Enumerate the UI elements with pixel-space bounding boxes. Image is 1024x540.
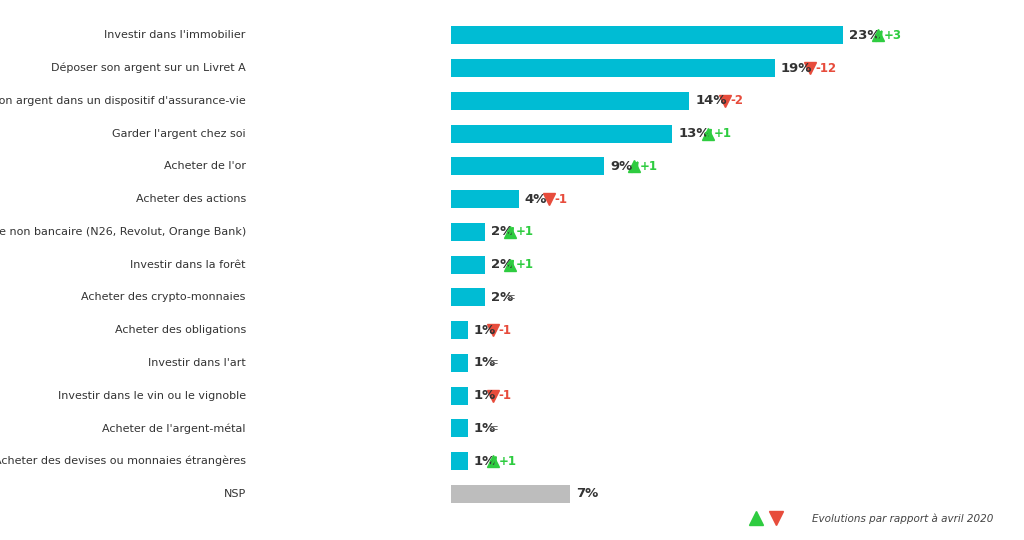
Bar [451, 92, 689, 110]
Text: =: = [489, 356, 499, 369]
Bar [451, 420, 468, 437]
Bar [451, 452, 468, 470]
Bar [451, 59, 775, 77]
Text: +1: +1 [515, 225, 534, 238]
Text: Investir dans l'immobilier: Investir dans l'immobilier [104, 30, 246, 40]
Bar [451, 288, 484, 306]
Text: 2%: 2% [490, 225, 513, 238]
Text: Déposer son argent sur un Livret A: Déposer son argent sur un Livret A [51, 63, 246, 73]
Bar [451, 26, 843, 44]
Text: 4%: 4% [524, 193, 547, 206]
Text: Investir dans le vin ou le vignoble: Investir dans le vin ou le vignoble [57, 390, 246, 401]
Text: Acheter des crypto-monnaies: Acheter des crypto-monnaies [81, 292, 246, 302]
Bar [451, 485, 570, 503]
Text: 13%: 13% [678, 127, 710, 140]
Text: 1%: 1% [473, 323, 496, 336]
Text: +1: +1 [714, 127, 731, 140]
Text: 2%: 2% [490, 258, 513, 271]
Text: Garder l'argent chez soi: Garder l'argent chez soi [113, 129, 246, 139]
Text: +1: +1 [640, 160, 658, 173]
Bar [451, 223, 484, 241]
Bar [451, 125, 673, 143]
Text: Acheter des obligations: Acheter des obligations [115, 325, 246, 335]
Text: Acheter des devises ou monnaies étrangères: Acheter des devises ou monnaies étrangèr… [0, 456, 246, 467]
Text: 1%: 1% [473, 455, 496, 468]
Text: +3: +3 [884, 29, 902, 42]
Text: 23%: 23% [849, 29, 881, 42]
Bar [451, 157, 604, 176]
Text: =: = [489, 422, 499, 435]
Text: -2: -2 [730, 94, 743, 107]
Text: 7%: 7% [575, 487, 598, 501]
Text: 1%: 1% [473, 389, 496, 402]
Text: -12: -12 [816, 62, 837, 75]
Text: 14%: 14% [695, 94, 727, 107]
Text: Investir dans la forêt: Investir dans la forêt [130, 260, 246, 269]
Text: 2%: 2% [490, 291, 513, 304]
Text: Placer son argent dans un dispositif d'assurance-vie: Placer son argent dans un dispositif d'a… [0, 96, 246, 106]
Bar [451, 354, 468, 372]
Text: Investir dans l'art: Investir dans l'art [148, 358, 246, 368]
Text: -1: -1 [499, 389, 511, 402]
Text: +1: +1 [499, 455, 516, 468]
Text: Acheter de l'argent-métal: Acheter de l'argent-métal [102, 423, 246, 434]
Text: 1%: 1% [473, 422, 496, 435]
Text: Evolutions par rapport à avril 2020: Evolutions par rapport à avril 2020 [812, 514, 993, 524]
Text: -1: -1 [499, 323, 511, 336]
Text: Acheter de l'or: Acheter de l'or [164, 161, 246, 171]
Text: Déposer son argent sur un compte non bancaire (N26, Revolut, Orange Bank): Déposer son argent sur un compte non ban… [0, 227, 246, 237]
Text: +1: +1 [515, 258, 534, 271]
Text: Acheter des actions: Acheter des actions [135, 194, 246, 204]
Text: 9%: 9% [610, 160, 633, 173]
Bar [451, 321, 468, 339]
Text: 1%: 1% [473, 356, 496, 369]
Bar [451, 190, 519, 208]
Text: NSP: NSP [223, 489, 246, 499]
Bar [451, 387, 468, 404]
Text: 19%: 19% [780, 62, 812, 75]
Text: =: = [506, 291, 516, 304]
Bar [451, 255, 484, 274]
Text: -1: -1 [555, 193, 567, 206]
